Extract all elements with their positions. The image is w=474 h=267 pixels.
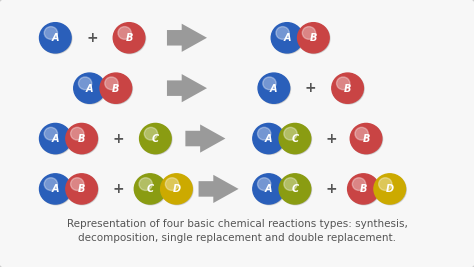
Circle shape [259, 74, 291, 104]
Circle shape [105, 77, 118, 90]
Circle shape [67, 175, 98, 205]
Circle shape [253, 174, 284, 204]
Text: B: B [112, 84, 119, 94]
Circle shape [67, 124, 98, 154]
Circle shape [375, 175, 406, 205]
Circle shape [74, 74, 106, 104]
Circle shape [162, 175, 193, 205]
Circle shape [347, 174, 379, 204]
Circle shape [351, 124, 383, 154]
Text: +: + [305, 81, 317, 95]
Circle shape [134, 174, 166, 204]
Circle shape [280, 124, 311, 154]
Circle shape [257, 127, 271, 140]
Circle shape [44, 178, 57, 190]
Circle shape [284, 127, 297, 140]
Circle shape [71, 178, 84, 190]
Polygon shape [167, 24, 207, 52]
Circle shape [40, 175, 72, 205]
Circle shape [253, 123, 284, 154]
Circle shape [279, 123, 311, 154]
Text: C: C [292, 134, 299, 144]
Circle shape [140, 124, 172, 154]
Circle shape [280, 175, 311, 205]
Circle shape [44, 127, 57, 140]
Text: C: C [146, 184, 154, 194]
Circle shape [298, 23, 330, 54]
Circle shape [144, 127, 157, 140]
Text: +: + [86, 31, 98, 45]
Text: D: D [386, 184, 394, 194]
Circle shape [298, 23, 329, 53]
Circle shape [139, 123, 171, 154]
Text: A: A [52, 134, 59, 144]
Circle shape [258, 73, 290, 103]
Text: B: B [310, 33, 317, 43]
Circle shape [348, 175, 380, 205]
Circle shape [40, 124, 72, 154]
Circle shape [100, 73, 132, 103]
Text: B: B [78, 134, 85, 144]
Text: B: B [360, 184, 367, 194]
Text: +: + [113, 132, 124, 146]
Circle shape [332, 73, 364, 103]
Circle shape [101, 74, 132, 104]
Circle shape [161, 174, 192, 204]
Circle shape [71, 127, 84, 140]
Circle shape [114, 23, 146, 54]
Circle shape [39, 23, 71, 53]
Text: A: A [52, 33, 59, 43]
Text: B: B [125, 33, 133, 43]
Circle shape [118, 27, 131, 39]
Circle shape [302, 27, 316, 39]
Circle shape [139, 178, 152, 190]
Polygon shape [199, 175, 238, 203]
Circle shape [272, 23, 304, 54]
Polygon shape [167, 74, 207, 102]
Text: A: A [265, 134, 273, 144]
Circle shape [271, 23, 303, 53]
Circle shape [165, 178, 179, 190]
Circle shape [66, 123, 98, 154]
Circle shape [276, 27, 289, 39]
Circle shape [257, 178, 271, 190]
Text: +: + [326, 132, 337, 146]
Circle shape [254, 175, 285, 205]
Text: A: A [265, 184, 273, 194]
Circle shape [66, 174, 98, 204]
Polygon shape [185, 124, 226, 153]
Text: Representation of four basic chemical reactions types: synthesis,
decomposition,: Representation of four basic chemical re… [66, 219, 408, 243]
Text: B: B [78, 184, 85, 194]
Text: D: D [173, 184, 181, 194]
Circle shape [352, 178, 365, 190]
Text: A: A [52, 184, 59, 194]
Text: B: B [344, 84, 351, 94]
Text: +: + [326, 182, 337, 196]
Circle shape [333, 74, 364, 104]
Text: +: + [113, 182, 124, 196]
Circle shape [374, 174, 406, 204]
Circle shape [379, 178, 392, 190]
Text: C: C [152, 134, 159, 144]
Circle shape [279, 174, 311, 204]
Circle shape [355, 127, 368, 140]
Circle shape [44, 27, 57, 39]
Text: B: B [362, 134, 370, 144]
Circle shape [263, 77, 276, 90]
Circle shape [337, 77, 350, 90]
Circle shape [113, 23, 145, 53]
Circle shape [135, 175, 167, 205]
Text: C: C [292, 184, 299, 194]
Circle shape [74, 73, 105, 103]
Circle shape [39, 174, 71, 204]
Circle shape [350, 123, 382, 154]
Circle shape [40, 23, 72, 54]
Text: A: A [270, 84, 278, 94]
Circle shape [39, 123, 71, 154]
Text: A: A [86, 84, 93, 94]
Text: A: A [283, 33, 291, 43]
Circle shape [254, 124, 285, 154]
Circle shape [284, 178, 297, 190]
Circle shape [79, 77, 92, 90]
